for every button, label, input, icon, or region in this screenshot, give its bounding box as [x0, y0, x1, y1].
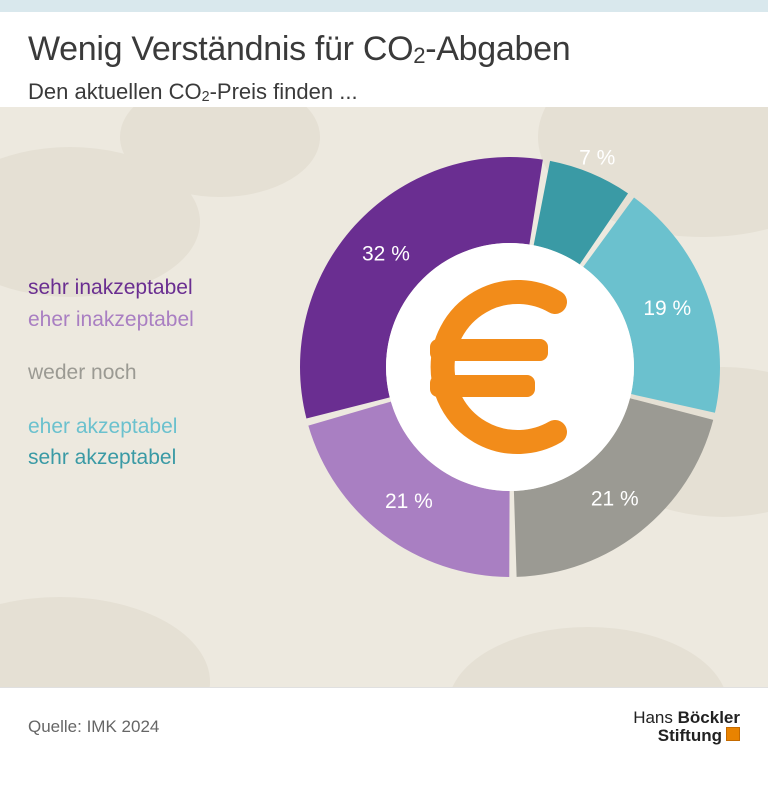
legend-item: sehr inakzeptabel [28, 272, 194, 304]
chart-panel: sehr inakzeptabel eher inakzeptabel wede… [0, 107, 768, 687]
page-title: Wenig Verständnis für CO2-Abgaben [28, 30, 740, 69]
slice-label-weder_noch: 21 % [591, 487, 639, 510]
donut-chart: 7 % 19 % 21 % 21 % 32 % [280, 137, 740, 597]
brand-text: Hans [633, 708, 673, 727]
heading: Wenig Verständnis für CO2-Abgaben Den ak… [0, 12, 768, 107]
slice-label-eher_akzeptabel: 19 % [643, 297, 691, 320]
bg-cloud [0, 597, 210, 687]
bg-cloud [448, 627, 728, 687]
page-subtitle: Den aktuellen CO2-Preis finden ... [28, 79, 740, 105]
source-text: Quelle: IMK 2024 [28, 717, 159, 737]
top-band [0, 0, 768, 12]
legend: sehr inakzeptabel eher inakzeptabel wede… [28, 272, 194, 496]
brand-text: Stiftung [658, 726, 722, 745]
brand-swatch-icon [726, 727, 740, 741]
slice-label-eher_inakzeptabel: 21 % [385, 490, 433, 513]
brand-text: Böckler [678, 708, 740, 727]
donut-center [386, 243, 634, 491]
brand: Hans Böckler Stiftung [633, 709, 740, 745]
legend-item: eher inakzeptabel [28, 304, 194, 336]
legend-item: eher akzeptabel [28, 411, 194, 443]
slice-label-sehr_akzeptabel: 7 % [579, 147, 615, 170]
legend-item: weder noch [28, 357, 194, 389]
footer: Quelle: IMK 2024 Hans Böckler Stiftung [0, 687, 768, 765]
legend-item: sehr akzeptabel [28, 442, 194, 474]
slice-label-sehr_inakzeptabel: 32 % [362, 243, 410, 266]
